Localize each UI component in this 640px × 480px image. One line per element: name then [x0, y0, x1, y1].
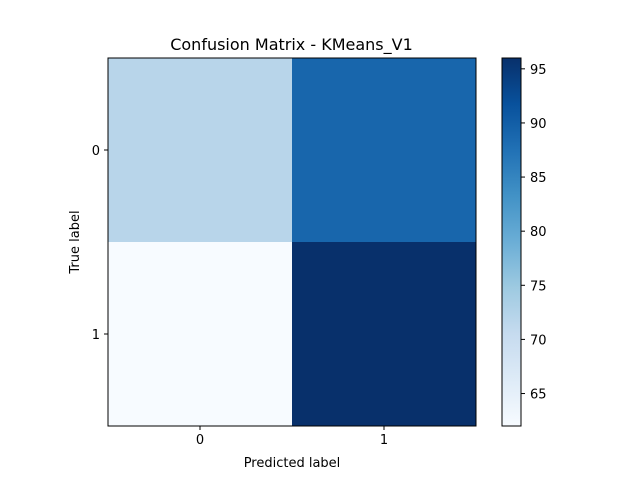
y-tick-label: 0: [92, 144, 100, 159]
heatmap-cell-0-1: [292, 58, 477, 243]
colorbar-tick-label: 90: [530, 117, 547, 132]
colorbar-tick-label: 70: [530, 333, 547, 348]
colorbar-tick-label: 80: [530, 225, 547, 240]
x-axis-label: Predicted label: [244, 456, 341, 471]
heatmap-cells: [108, 58, 477, 427]
heatmap-cell-0-0: [108, 58, 293, 243]
colorbar-tick-label: 85: [530, 171, 547, 186]
heatmap-cell-1-0: [108, 242, 293, 427]
chart-title: Confusion Matrix - KMeans_V1: [170, 35, 413, 55]
x-tick-label: 1: [380, 433, 388, 448]
colorbar: [501, 57, 522, 427]
colorbar-tick-label: 95: [530, 63, 547, 78]
colorbar-tick-label: 65: [530, 388, 547, 403]
x-tick-label: 0: [196, 433, 204, 448]
y-axis-ticks: 01: [92, 144, 108, 343]
plot-frame: [107, 57, 477, 427]
colorbar-tick-label: 75: [530, 279, 547, 294]
y-axis-label: True label: [68, 210, 83, 274]
heatmap-cell-1-1: [292, 242, 477, 427]
y-tick-label: 1: [92, 328, 100, 343]
colorbar-ticks: 65 70 75 80 85 90 95: [521, 63, 547, 403]
